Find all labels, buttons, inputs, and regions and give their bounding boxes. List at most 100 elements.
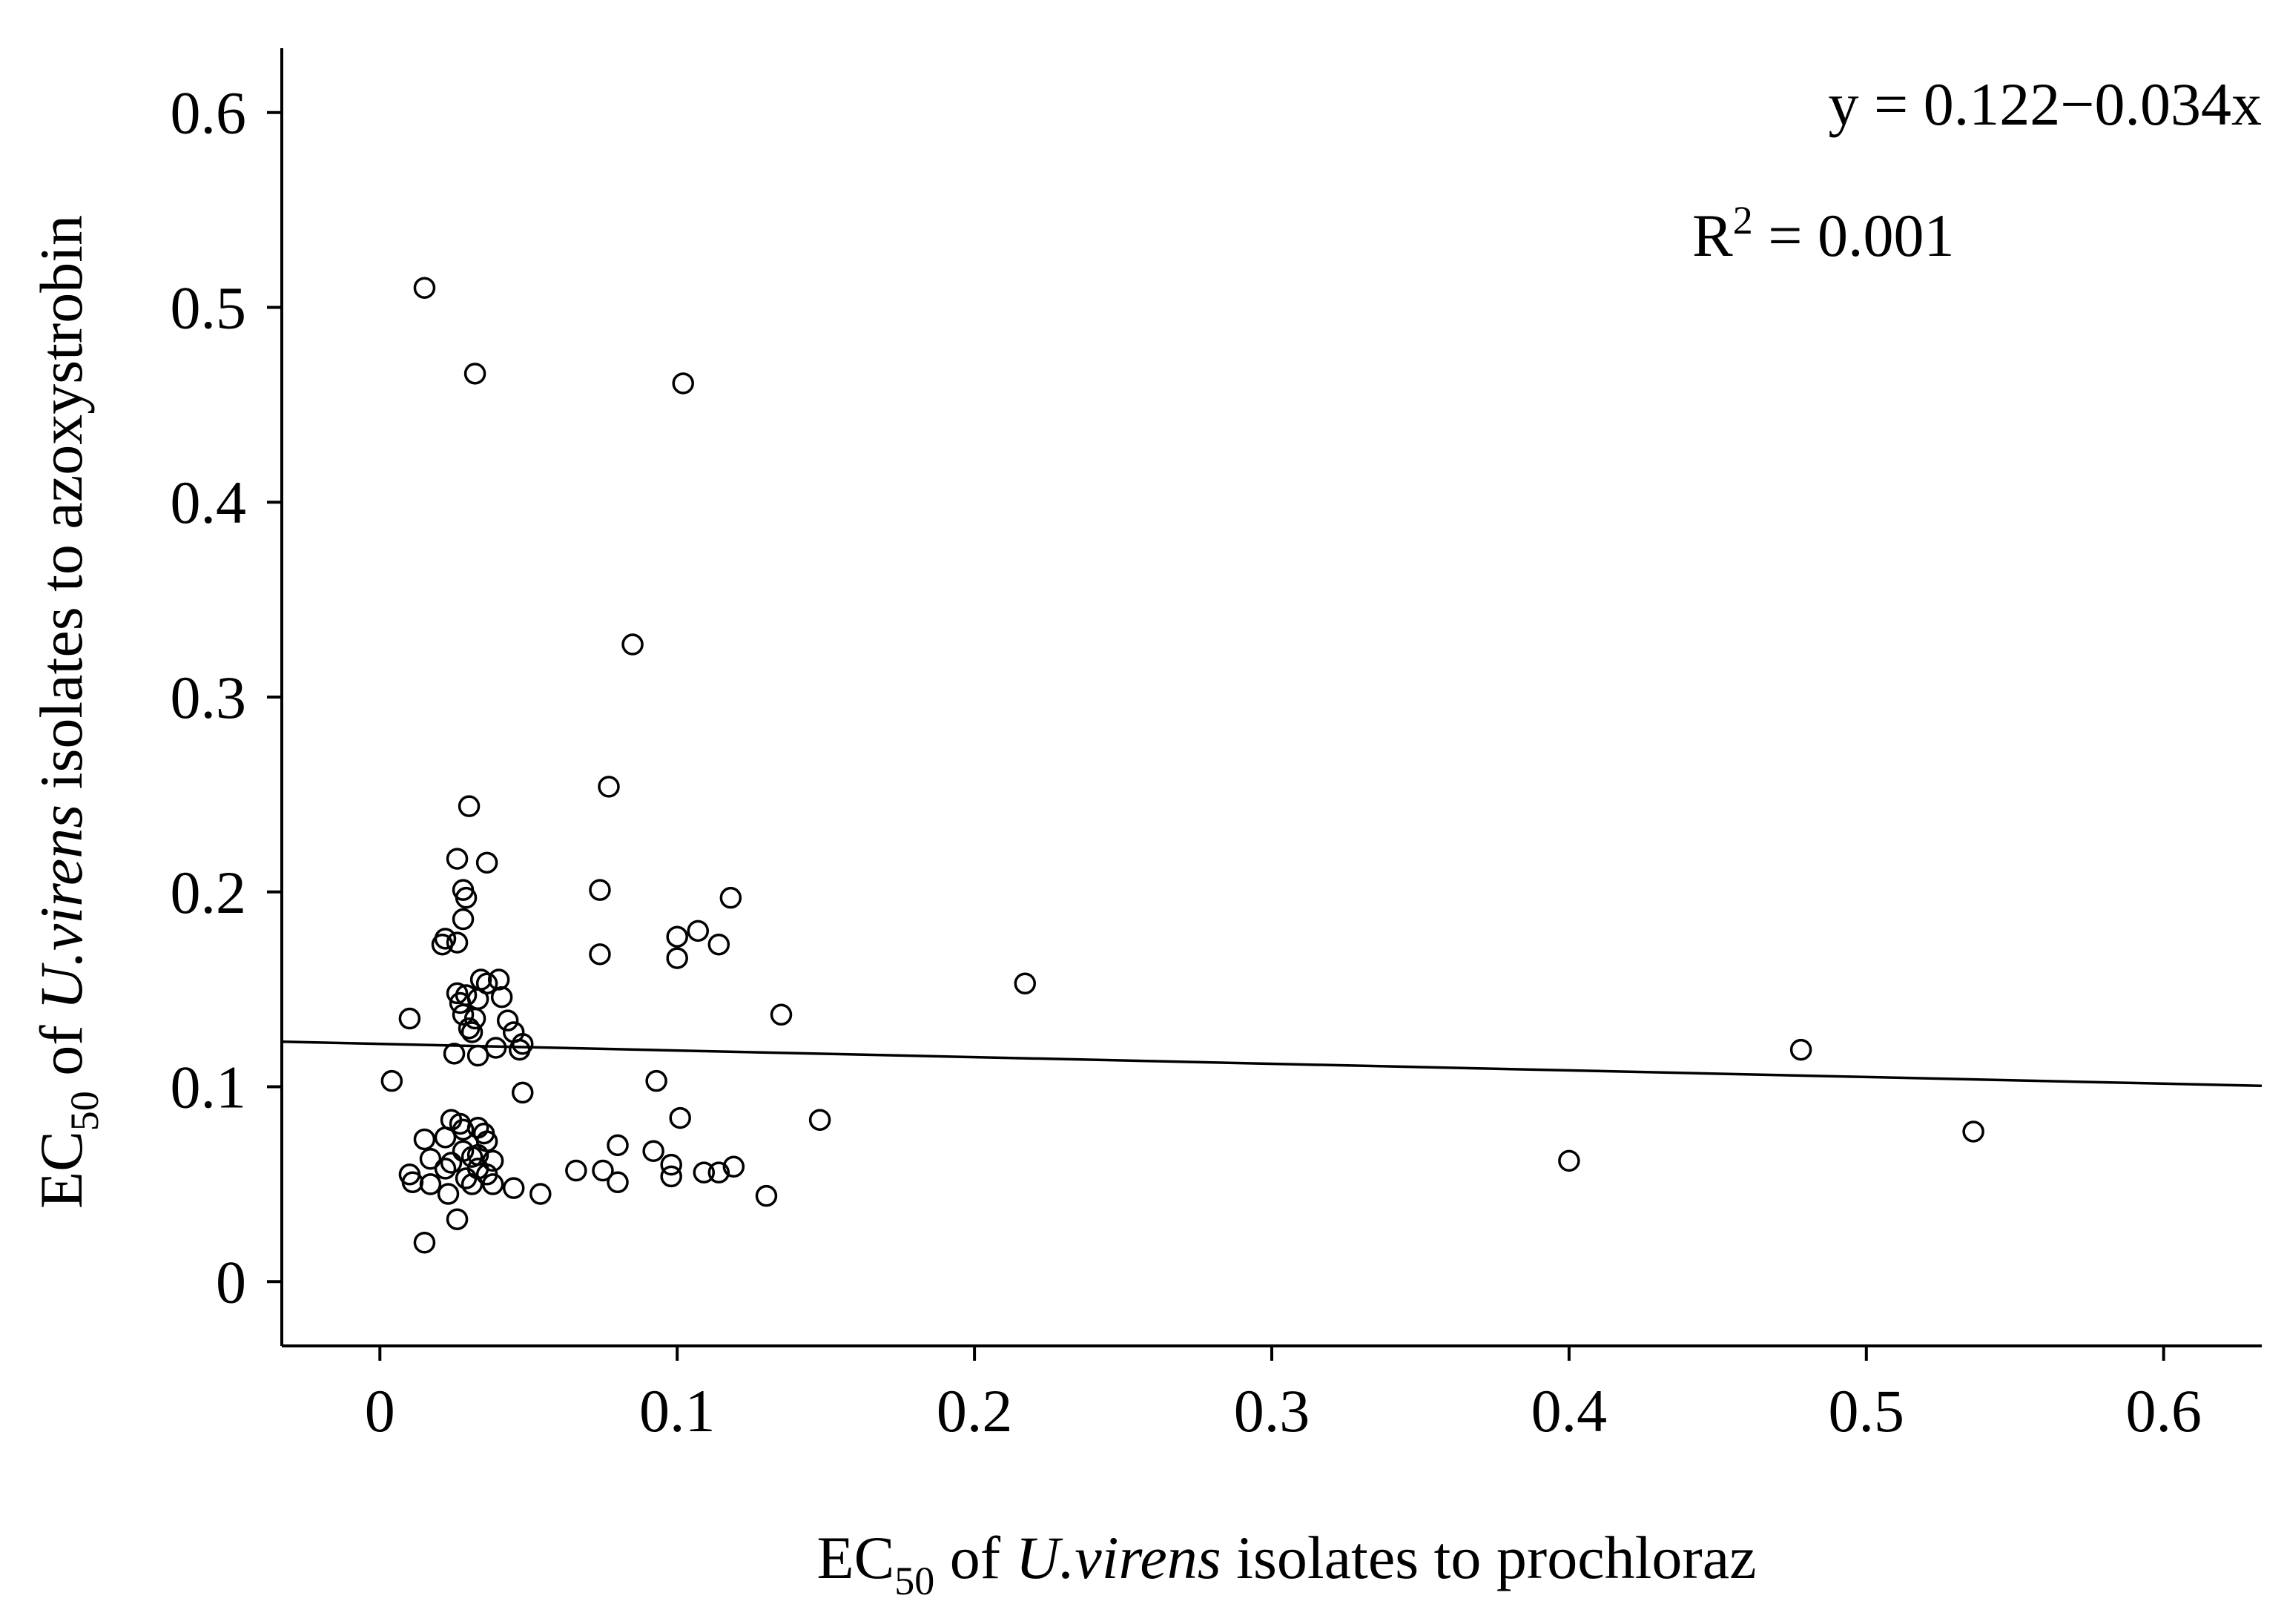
- x-axis-title: EC50 of U.virens isolates to prochloraz: [816, 1524, 1756, 1603]
- data-point: [413, 1231, 436, 1254]
- data-point: [660, 1165, 682, 1188]
- data-point: [666, 947, 688, 969]
- data-point: [490, 986, 513, 1009]
- x-title-species: U.virens: [1016, 1524, 1221, 1591]
- y-axis-title: EC50 of U.virens isolates to azoxystrobi…: [27, 215, 107, 1209]
- y-tick-label: 0.4: [171, 469, 247, 536]
- data-point: [660, 1153, 682, 1176]
- data-point: [443, 1043, 466, 1065]
- x-title-rest: isolates to prochloraz: [1221, 1524, 1757, 1591]
- data-point: [770, 1003, 793, 1026]
- data-point: [666, 925, 688, 948]
- y-axis-ticks: 0 0.1 0.2 0.3 0.4 0.5 0.6: [171, 79, 282, 1316]
- r-squared-annotation: R2 = 0.001: [1692, 198, 1954, 269]
- data-point: [755, 1184, 778, 1207]
- data-point: [496, 1009, 519, 1031]
- data-point: [598, 776, 620, 798]
- regression-line-group: [281, 1040, 2262, 1088]
- data-point: [446, 931, 469, 954]
- data-point: [707, 1161, 730, 1184]
- data-point: [592, 1159, 614, 1182]
- data-point: [511, 1081, 534, 1104]
- x-title-ec: EC: [816, 1524, 894, 1591]
- data-point: [475, 851, 498, 874]
- data-point: [452, 908, 475, 931]
- data-point: [502, 1177, 525, 1199]
- data-point: [458, 1017, 481, 1040]
- data-point: [380, 1069, 403, 1092]
- data-point: [455, 1167, 478, 1189]
- y-tick-label: 0: [216, 1248, 246, 1316]
- data-point: [508, 1038, 531, 1061]
- data-point: [446, 1208, 469, 1230]
- data-point: [607, 1134, 629, 1157]
- data-point: [645, 1069, 667, 1092]
- data-point: [642, 1140, 664, 1162]
- data-point: [452, 1003, 475, 1026]
- y-tick-label: 0.6: [171, 79, 247, 147]
- data-point: [449, 991, 472, 1014]
- data-point: [458, 795, 481, 817]
- data-point: [808, 1109, 831, 1131]
- data-point: [446, 982, 469, 1005]
- x-tick-label: 0.4: [1531, 1377, 1608, 1445]
- data-point: [413, 1128, 436, 1151]
- data-point: [419, 1147, 442, 1170]
- x-title-of: of: [934, 1524, 1015, 1591]
- data-point: [461, 1146, 483, 1168]
- r2-superscript: 2: [1733, 198, 1753, 242]
- data-point: [707, 933, 730, 956]
- data-point: [1962, 1120, 1984, 1143]
- data-point: [455, 886, 478, 909]
- x-title-subscript: 50: [894, 1559, 934, 1603]
- x-tick-label: 0: [365, 1377, 395, 1445]
- x-tick-label: 0.5: [1829, 1377, 1905, 1445]
- data-point: [466, 1044, 489, 1067]
- data-point: [398, 1007, 421, 1030]
- data-point: [487, 968, 510, 991]
- y-tick-label: 0.3: [171, 664, 247, 731]
- y-title-species: U.virens: [27, 805, 95, 1010]
- data-point: [672, 372, 694, 395]
- y-tick-label: 0.5: [171, 274, 247, 341]
- data-point: [434, 1126, 457, 1149]
- x-tick-label: 0.6: [2125, 1377, 2202, 1445]
- data-points: [380, 277, 1984, 1254]
- data-point: [687, 920, 710, 943]
- data-point: [1558, 1149, 1580, 1172]
- data-point: [431, 933, 454, 956]
- x-tick-label: 0.1: [639, 1377, 716, 1445]
- data-point: [413, 277, 436, 299]
- data-point: [1789, 1038, 1812, 1061]
- data-point: [440, 1152, 463, 1174]
- data-point: [446, 848, 469, 870]
- data-point: [621, 633, 644, 656]
- data-point: [719, 886, 742, 909]
- data-point: [1014, 972, 1037, 995]
- data-point: [463, 363, 486, 385]
- r2-value: = 0.001: [1753, 202, 1955, 269]
- data-point: [693, 1161, 716, 1184]
- data-point: [722, 1155, 745, 1178]
- x-tick-label: 0.2: [937, 1377, 1013, 1445]
- data-point: [434, 1158, 457, 1180]
- x-axis-ticks: 0 0.1 0.2 0.3 0.4 0.5 0.6: [365, 1346, 2202, 1445]
- data-point: [529, 1183, 552, 1205]
- data-point: [466, 988, 489, 1011]
- axes: [280, 48, 2262, 1347]
- data-point: [437, 1183, 460, 1205]
- data-point: [452, 1118, 475, 1141]
- y-title-subscript: 50: [62, 1091, 107, 1131]
- data-point: [607, 1171, 629, 1194]
- y-title-rest: isolates to azoxystrobin: [27, 215, 95, 805]
- data-point: [484, 1037, 507, 1059]
- data-point: [461, 1021, 483, 1043]
- data-point: [419, 1173, 442, 1195]
- data-point: [481, 1173, 504, 1195]
- y-title-ec: EC: [27, 1131, 95, 1209]
- y-tick-label: 0.1: [171, 1054, 247, 1121]
- data-point: [669, 1106, 691, 1129]
- y-title-of: of: [27, 1010, 95, 1091]
- data-point: [565, 1159, 587, 1182]
